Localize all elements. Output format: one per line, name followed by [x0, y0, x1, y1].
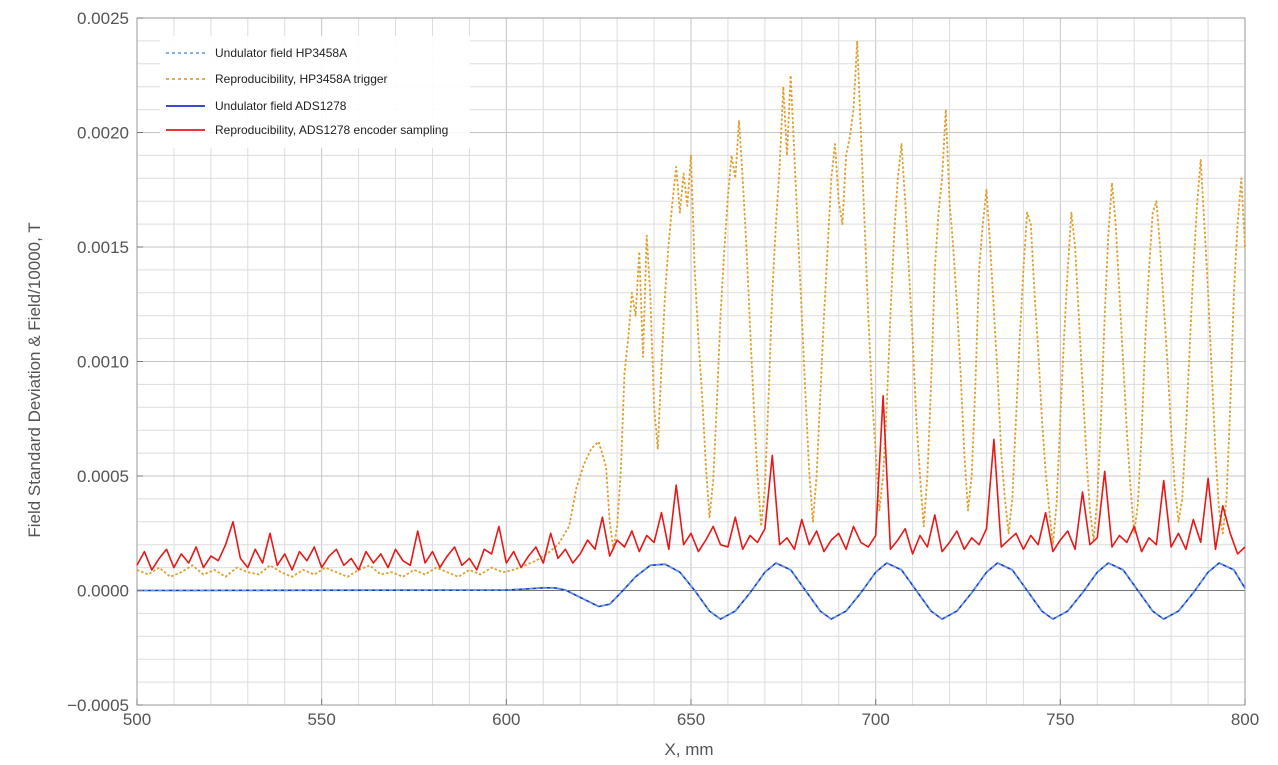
- x-tick-label: 550: [307, 710, 335, 729]
- legend-label: Reproducibility, ADS1278 encoder samplin…: [215, 123, 448, 137]
- y-axis-title: Field Standard Deviation & Field/10000, …: [25, 222, 44, 537]
- axes: 500 550 600 650 700 750 800 −0.0005 0.0000 0.0005…: [67, 9, 1259, 729]
- x-tick-label: 650: [677, 710, 705, 729]
- legend-item: Reproducibility, HP3458A trigger: [166, 72, 388, 86]
- legend-item: Reproducibility, ADS1278 encoder samplin…: [166, 123, 448, 137]
- y-tick-label: 0.0015: [77, 238, 129, 257]
- legend-box: [160, 36, 470, 148]
- x-tick-label: 800: [1231, 710, 1259, 729]
- y-tick-label: 0.0005: [77, 467, 129, 486]
- x-tick-label: 600: [492, 710, 520, 729]
- series-line-undulator-field-hp3458a: [136, 562, 1246, 620]
- legend-label: Reproducibility, HP3458A trigger: [215, 72, 388, 86]
- y-tick-label: 0.0025: [77, 9, 129, 28]
- x-tick-label: 500: [123, 710, 151, 729]
- legend-label: Undulator field HP3458A: [215, 46, 347, 60]
- legend-label: Undulator field ADS1278: [215, 99, 347, 113]
- y-tick-label: −0.0005: [67, 696, 129, 715]
- legend-item: Undulator field HP3458A: [166, 46, 347, 60]
- x-tick-label: 750: [1046, 710, 1074, 729]
- x-axis-title: X, mm: [664, 740, 713, 759]
- legend: Undulator field HP3458A Reproducibility,…: [160, 36, 470, 148]
- legend-item: Undulator field ADS1278: [166, 99, 347, 113]
- series-line-reproducibility-ads1278-encoder-sampling: [136, 395, 1246, 571]
- series-line-reproducibility-hp3458a-trigger: [136, 40, 1246, 578]
- y-tick-label: 0.0020: [77, 124, 129, 143]
- y-tick-label: 0.0000: [77, 582, 129, 601]
- x-tick-label: 700: [861, 710, 889, 729]
- y-tick-label: 0.0010: [77, 353, 129, 372]
- series-group: [136, 40, 1246, 620]
